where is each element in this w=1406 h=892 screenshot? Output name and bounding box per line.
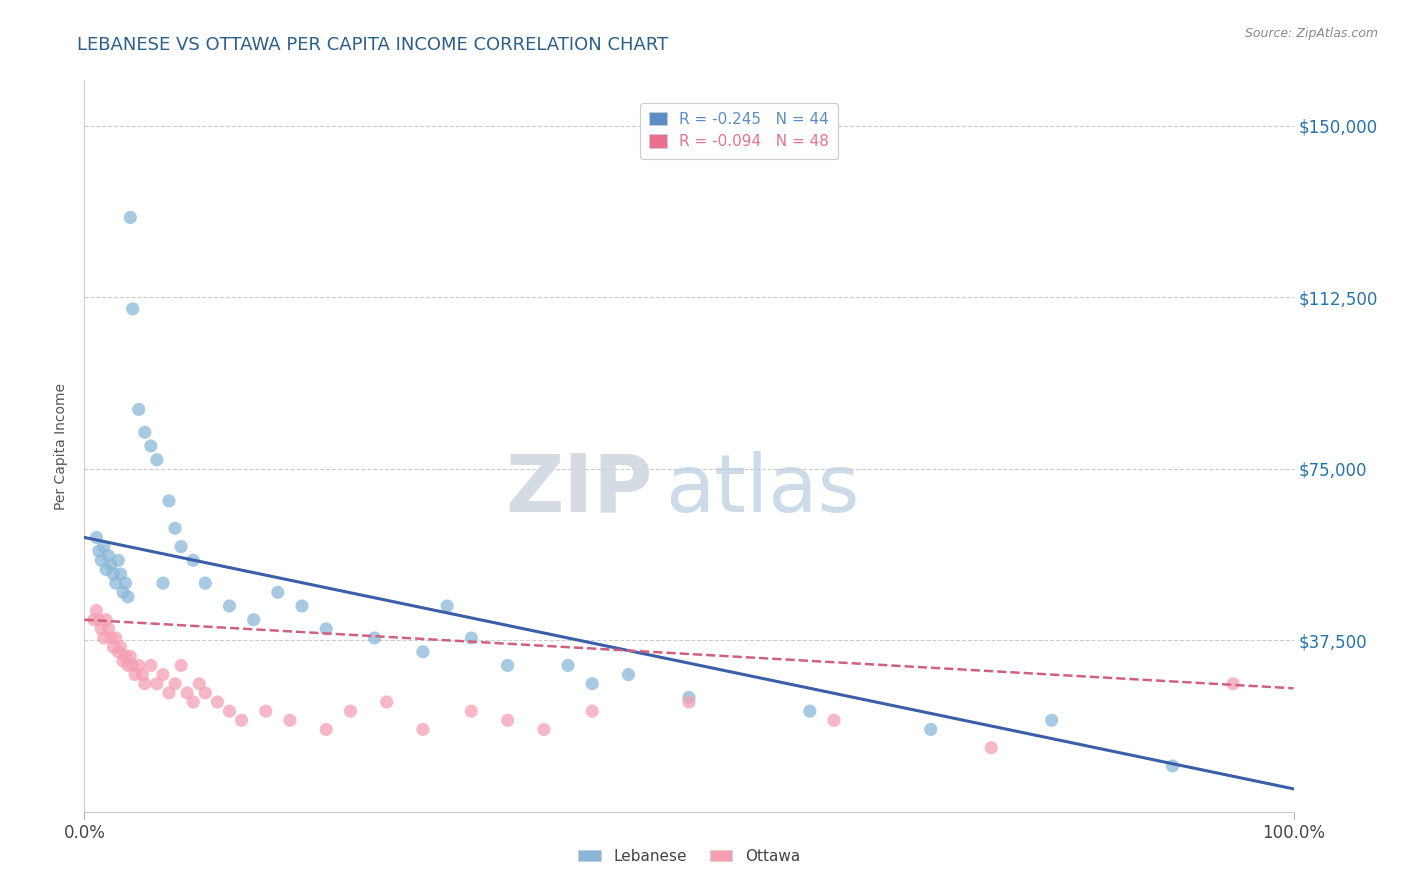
Point <box>93 631 115 645</box>
Point <box>152 667 174 681</box>
Point <box>460 631 482 645</box>
Point <box>181 695 204 709</box>
Point <box>315 723 337 737</box>
Point <box>110 567 132 582</box>
Text: atlas: atlas <box>665 450 859 529</box>
Point <box>242 613 264 627</box>
Point <box>412 723 434 737</box>
Point <box>170 540 193 554</box>
Point <box>157 493 180 508</box>
Point <box>165 676 187 690</box>
Point <box>920 723 942 737</box>
Point <box>1222 676 1244 690</box>
Point <box>83 613 105 627</box>
Point <box>128 658 150 673</box>
Point <box>207 695 229 709</box>
Text: Source: ZipAtlas.com: Source: ZipAtlas.com <box>1244 27 1378 40</box>
Point <box>218 599 240 613</box>
Point <box>1161 759 1184 773</box>
Point <box>375 695 398 709</box>
Legend: Lebanese, Ottawa: Lebanese, Ottawa <box>572 843 806 870</box>
Y-axis label: Per Capita Income: Per Capita Income <box>55 383 69 509</box>
Point <box>496 658 519 673</box>
Point <box>188 676 211 690</box>
Point <box>799 704 821 718</box>
Point <box>436 599 458 613</box>
Point <box>581 676 603 690</box>
Point <box>87 544 110 558</box>
Point <box>124 667 146 681</box>
Point <box>678 690 700 705</box>
Point <box>152 576 174 591</box>
Point <box>1040 714 1063 728</box>
Point <box>107 553 129 567</box>
Point <box>254 704 277 718</box>
Point <box>107 645 129 659</box>
Point <box>90 622 112 636</box>
Point <box>131 667 153 681</box>
Point <box>181 553 204 567</box>
Point <box>218 704 240 718</box>
Point <box>267 585 290 599</box>
Point <box>87 613 110 627</box>
Point <box>97 622 120 636</box>
Point <box>291 599 314 613</box>
Point <box>980 740 1002 755</box>
Point <box>112 654 135 668</box>
Point <box>120 649 142 664</box>
Point <box>112 585 135 599</box>
Point <box>363 631 385 645</box>
Point <box>100 558 122 572</box>
Point <box>104 631 127 645</box>
Point <box>86 530 108 544</box>
Point <box>120 211 142 225</box>
Point <box>121 658 143 673</box>
Point <box>134 676 156 690</box>
Point <box>114 576 136 591</box>
Point <box>104 576 127 591</box>
Text: LEBANESE VS OTTAWA PER CAPITA INCOME CORRELATION CHART: LEBANESE VS OTTAWA PER CAPITA INCOME COR… <box>77 36 669 54</box>
Point <box>139 439 162 453</box>
Point <box>533 723 555 737</box>
Point <box>231 714 253 728</box>
Point <box>412 645 434 659</box>
Point <box>94 613 117 627</box>
Point <box>121 301 143 316</box>
Point <box>146 676 169 690</box>
Point <box>157 686 180 700</box>
Point <box>100 631 122 645</box>
Point <box>823 714 845 728</box>
Point <box>103 567 125 582</box>
Point <box>90 553 112 567</box>
Point <box>103 640 125 655</box>
Point <box>339 704 361 718</box>
Point <box>581 704 603 718</box>
Point <box>557 658 579 673</box>
Point <box>460 704 482 718</box>
Point <box>194 686 217 700</box>
Point <box>165 521 187 535</box>
Point <box>678 695 700 709</box>
Point <box>134 425 156 440</box>
Point <box>176 686 198 700</box>
Point <box>496 714 519 728</box>
Point <box>93 540 115 554</box>
Point <box>146 452 169 467</box>
Point <box>128 402 150 417</box>
Point <box>139 658 162 673</box>
Point <box>315 622 337 636</box>
Point <box>114 649 136 664</box>
Point <box>94 562 117 576</box>
Point <box>86 603 108 617</box>
Point <box>194 576 217 591</box>
Point <box>117 590 139 604</box>
Point <box>117 658 139 673</box>
Point <box>97 549 120 563</box>
Point <box>617 667 640 681</box>
Point <box>170 658 193 673</box>
Point <box>110 640 132 655</box>
Point <box>278 714 301 728</box>
Text: ZIP: ZIP <box>505 450 652 529</box>
